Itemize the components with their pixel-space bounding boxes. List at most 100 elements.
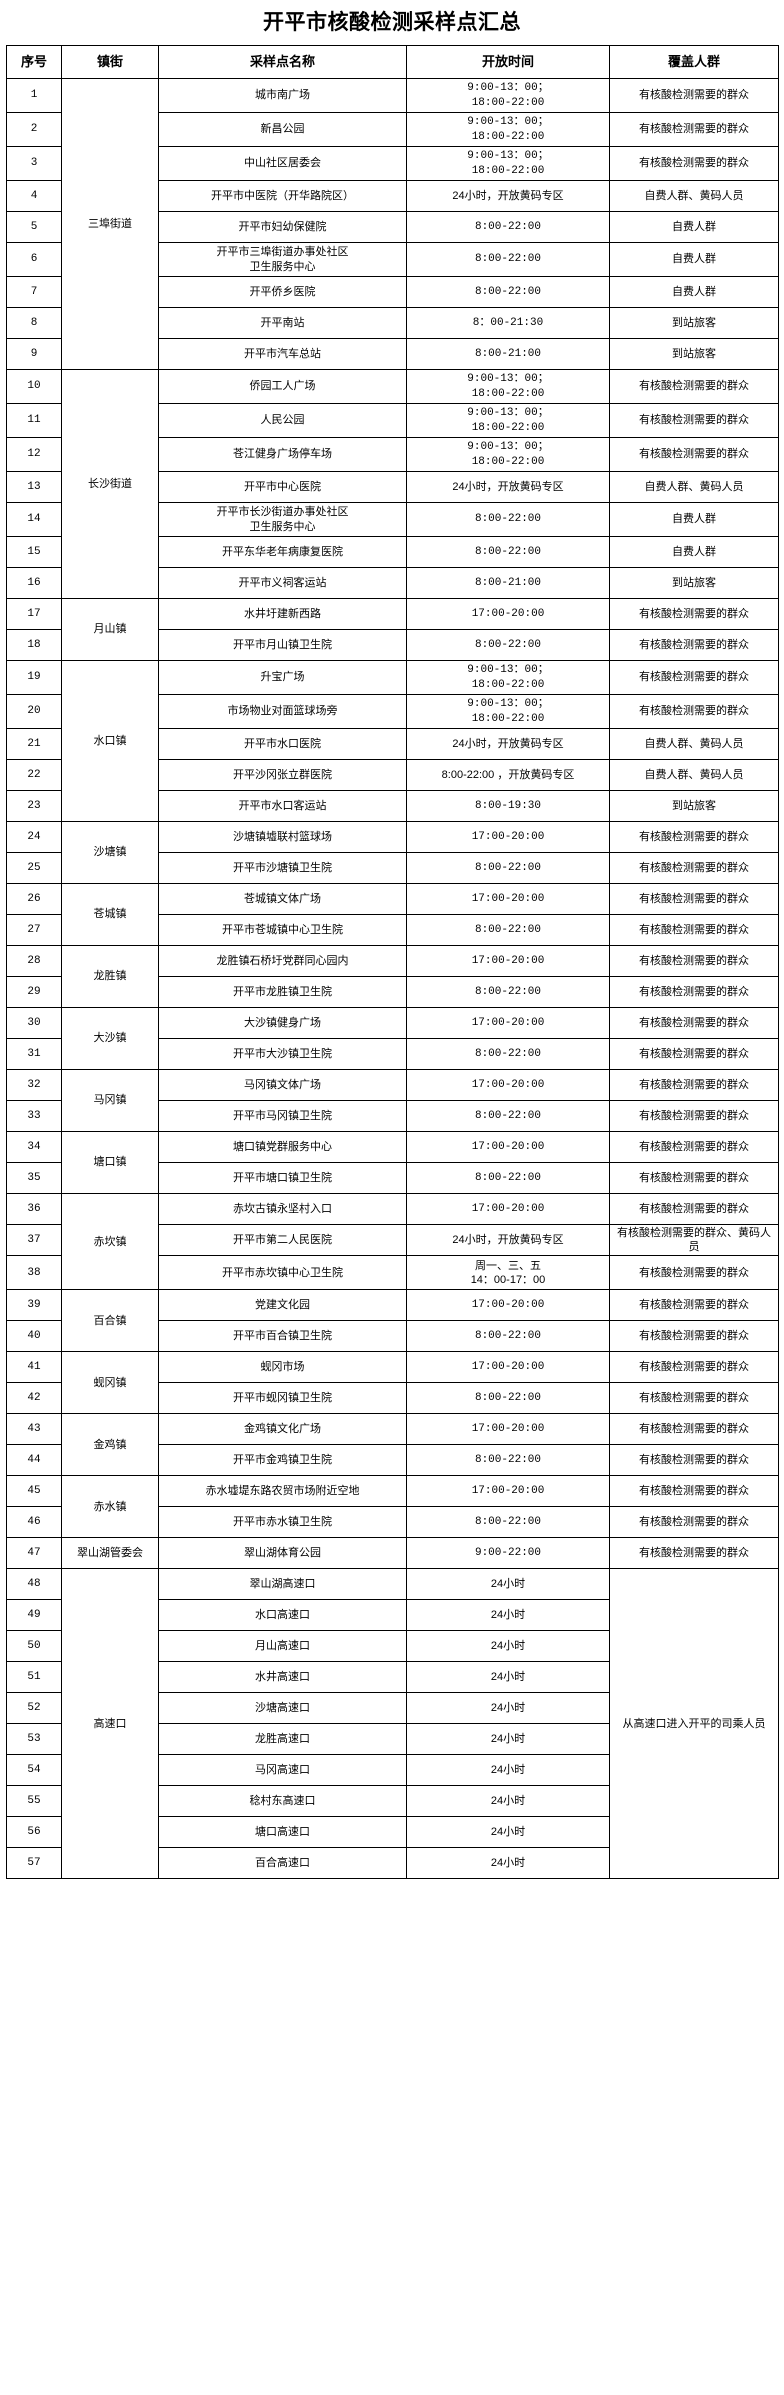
cell-site-name: 翠山湖高速口 <box>158 1568 407 1601</box>
cell-index: 11 <box>6 403 62 438</box>
cell-open-hours: 8:00-22:00 <box>406 242 610 277</box>
cell-site-name: 开平东华老年病康复医院 <box>158 536 407 568</box>
cell-covered-group: 有核酸检测需要的群众 <box>609 1320 779 1353</box>
cell-index: 35 <box>6 1162 62 1194</box>
cell-open-hours: 8:00-22:00 ，开放黄码专区 <box>406 759 610 791</box>
cell-site-name: 马冈镇文体广场 <box>158 1069 407 1101</box>
cell-site-name: 稔村东高速口 <box>158 1785 407 1818</box>
cell-open-hours: 8:00-22:00 <box>406 1038 610 1070</box>
cell-covered-group: 到站旅客 <box>609 307 779 339</box>
cell-site-name: 沙塘镇墟联村篮球场 <box>158 821 407 853</box>
cell-town: 金鸡镇 <box>61 1413 159 1477</box>
cell-covered-group: 到站旅客 <box>609 790 779 822</box>
table-header: 序号 镇街 采样点名称 开放时间 覆盖人群 <box>6 45 779 79</box>
cell-index: 14 <box>6 502 62 537</box>
cell-site-name: 市场物业对面篮球场旁 <box>158 694 407 729</box>
cell-covered-group: 有核酸检测需要的群众 <box>609 1537 779 1570</box>
cell-covered-group: 有核酸检测需要的群众 <box>609 1069 779 1101</box>
cell-site-name: 开平市苍城镇中心卫生院 <box>158 914 407 946</box>
cell-open-hours: 17:00-20:00 <box>406 1475 610 1508</box>
cell-index: 36 <box>6 1193 62 1225</box>
table-row: 20 市场物业对面篮球场旁 9:00-13：00； 18:00-22:00 有核酸检测需… <box>6 694 779 729</box>
table-row: 27 开平市苍城镇中心卫生院 8:00-22:00 有核酸检测需要的群众 <box>6 914 779 946</box>
table-row: 48 高速口 翠山湖高速口 24小时 从高速口进入开平的司乘人员 <box>6 1568 779 1880</box>
cell-index: 47 <box>6 1537 62 1570</box>
column-header-index: 序号 <box>6 45 62 79</box>
cell-open-hours: 8:00-22:00 <box>406 1162 610 1194</box>
table-row: 45 赤水镇 赤水墟堤东路农贸市场附近空地 17:00-20:00 有核酸检测需要的群众 <box>6 1475 779 1539</box>
cell-covered-group: 有核酸检测需要的群众 <box>609 1255 779 1291</box>
cell-open-hours: 17:00-20:00 <box>406 1289 610 1322</box>
cell-site-name: 人民公园 <box>158 403 407 438</box>
table-row: 19 水口镇 升宝广场 9:00-13：00； 18:00-22:00 有核酸检测需要的群… <box>6 660 779 822</box>
column-header-time: 开放时间 <box>406 45 610 79</box>
cell-town: 马冈镇 <box>61 1069 159 1132</box>
cell-site-name: 塘口镇党群服务中心 <box>158 1131 407 1163</box>
table-row: 37 开平市第二人民医院 24小时，开放黄码专区 有核酸检测需要的群众、黄码人员 <box>6 1223 779 1257</box>
cell-site-name: 赤水墟堤东路农贸市场附近空地 <box>158 1475 407 1508</box>
cell-site-name: 开平南站 <box>158 307 407 339</box>
table-row: 43 金鸡镇 金鸡镇文化广场 17:00-20:00 有核酸检测需要的群众 <box>6 1413 779 1477</box>
table-row: 8 开平南站 8：00-21:30 到站旅客 <box>6 307 779 339</box>
cell-index: 55 <box>6 1785 62 1818</box>
cell-covered-group: 有核酸检测需要的群众 <box>609 1382 779 1415</box>
cell-open-hours: 8:00-22:00 <box>406 276 610 308</box>
cell-index: 48 <box>6 1568 62 1601</box>
table-row: 25 开平市沙塘镇卫生院 8:00-22:00 有核酸检测需要的群众 <box>6 852 779 884</box>
table-row: 29 开平市龙胜镇卫生院 8:00-22:00 有核酸检测需要的群众 <box>6 976 779 1008</box>
cell-index: 15 <box>6 536 62 568</box>
cell-site-name: 开平侨乡医院 <box>158 276 407 308</box>
cell-open-hours: 8:00-21:00 <box>406 567 610 599</box>
table-row: 53 龙胜高速口 24小时 <box>6 1723 779 1756</box>
cell-site-name: 开平沙冈张立群医院 <box>158 759 407 791</box>
cell-site-name: 开平市中医院（开华路院区） <box>158 180 407 212</box>
table-row: 36 赤坎镇 赤坎古镇永坚村入口 17:00-20:00 有核酸检测需要的群众 <box>6 1192 779 1291</box>
cell-site-name: 蚬冈市场 <box>158 1351 407 1384</box>
cell-open-hours: 8:00-22:00 <box>406 1506 610 1539</box>
table-row: 39 百合镇 党建文化园 17:00-20:00 有核酸检测需要的群众 <box>6 1289 779 1353</box>
cell-site-name: 开平市中心医院 <box>158 471 407 503</box>
table-row: 22 开平沙冈张立群医院 8:00-22:00 ，开放黄码专区 自费人群、黄码人员 <box>6 759 779 791</box>
cell-covered-group: 有核酸检测需要的群众 <box>609 112 779 147</box>
cell-index: 42 <box>6 1382 62 1415</box>
cell-town: 塘口镇 <box>61 1131 159 1194</box>
cell-site-name: 城市南广场 <box>158 78 407 113</box>
cell-open-hours: 8:00-22:00 <box>406 1382 610 1415</box>
page-title: 开平市核酸检测采样点汇总 <box>263 10 521 34</box>
cell-index: 50 <box>6 1630 62 1663</box>
cell-site-name: 开平市赤坎镇中心卫生院 <box>158 1255 407 1291</box>
table-row: 28 龙胜镇 龙胜镇石桥圩党群同心园内 17:00-20:00 有核酸检测需要的群众 <box>6 945 779 1008</box>
table-row: 24 沙塘镇 沙塘镇墟联村篮球场 17:00-20:00 有核酸检测需要的群众 <box>6 821 779 884</box>
cell-index: 23 <box>6 790 62 822</box>
cell-index: 37 <box>6 1223 62 1257</box>
cell-site-name: 水口高速口 <box>158 1599 407 1632</box>
cell-site-name: 开平市水口客运站 <box>158 790 407 822</box>
cell-open-hours: 17:00-20:00 <box>406 1193 610 1225</box>
cell-index: 56 <box>6 1816 62 1849</box>
cell-index: 21 <box>6 728 62 760</box>
cell-covered-group: 有核酸检测需要的群众 <box>609 1475 779 1508</box>
cell-open-hours: 17:00-20:00 <box>406 821 610 853</box>
cell-index: 54 <box>6 1754 62 1787</box>
cell-site-name: 开平市百合镇卫生院 <box>158 1320 407 1353</box>
cell-index: 5 <box>6 211 62 243</box>
cell-index: 53 <box>6 1723 62 1756</box>
cell-index: 26 <box>6 883 62 915</box>
cell-covered-group: 有核酸检测需要的群众 <box>609 914 779 946</box>
table-row: 52 沙塘高速口 24小时 <box>6 1692 779 1725</box>
sampling-sites-table: 序号 镇街 采样点名称 开放时间 覆盖人群 1 三埠街道 城市南广场 9:00-13：… <box>6 45 779 1880</box>
cell-covered-group: 有核酸检测需要的群众 <box>609 1038 779 1070</box>
cell-covered-group: 有核酸检测需要的群众 <box>609 78 779 113</box>
cell-open-hours: 24小时 <box>406 1568 610 1601</box>
cell-covered-group: 有核酸检测需要的群众 <box>609 945 779 977</box>
table-row: 42 开平市蚬冈镇卫生院 8:00-22:00 有核酸检测需要的群众 <box>6 1382 779 1415</box>
cell-index: 8 <box>6 307 62 339</box>
table-row: 57 百合高速口 24小时 <box>6 1847 779 1880</box>
cell-covered-group: 有核酸检测需要的群众 <box>609 437 779 472</box>
cell-open-hours: 周一、三、五 14：00-17：00 <box>406 1255 610 1291</box>
cell-covered-group: 自费人群 <box>609 276 779 308</box>
cell-site-name: 升宝广场 <box>158 660 407 695</box>
cell-open-hours: 8:00-22:00 <box>406 502 610 537</box>
cell-covered-group: 自费人群、黄码人员 <box>609 471 779 503</box>
cell-index: 38 <box>6 1255 62 1291</box>
